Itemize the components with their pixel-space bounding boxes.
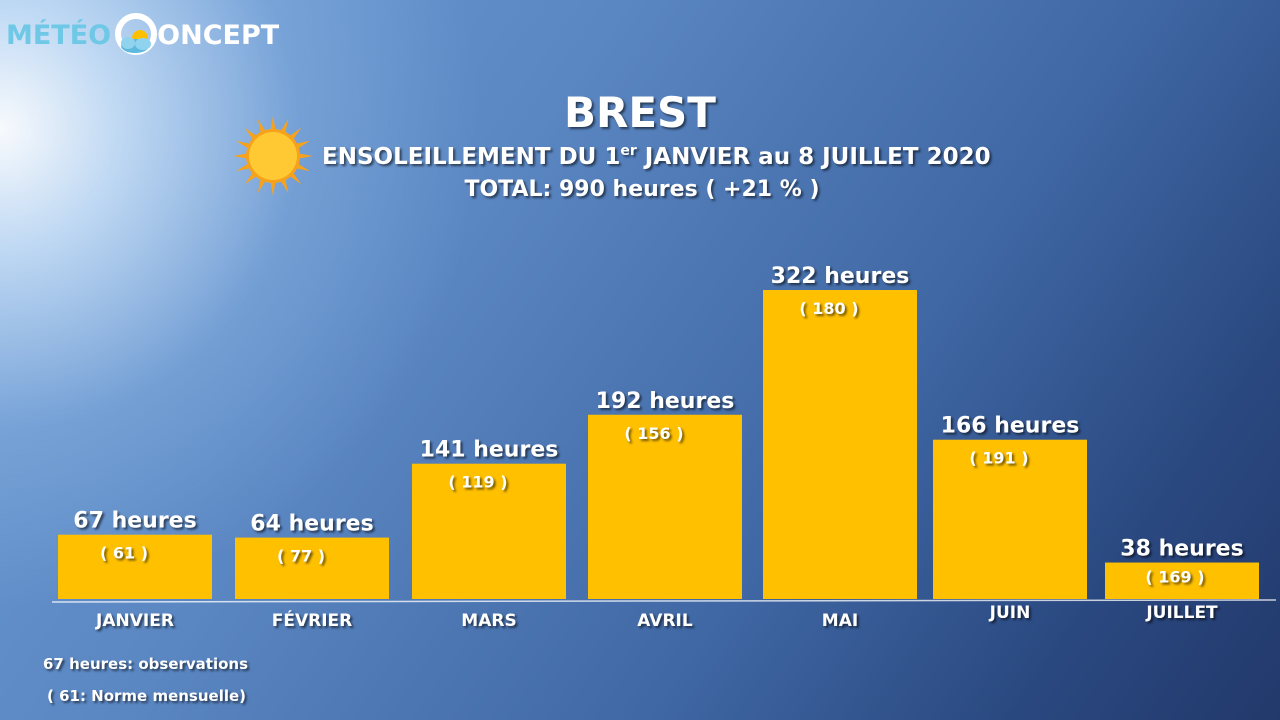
category-label-juin: JUIN [989,603,1031,623]
logo-text-meteo: MÉTÉO [6,19,112,51]
category-label-mai: MAI [822,611,858,631]
bar-juin [933,439,1087,599]
sun-icon [233,116,313,196]
value-label-juillet: 38 heures [1120,537,1243,562]
normal-label-mars: ( 119 ) [448,473,507,492]
chart-subtitle: ENSOLEILLEMENT DU 1er JANVIER au 8 JUILL… [322,143,991,170]
bar-juillet [1105,562,1259,599]
value-label-janvier: 67 heures [73,509,196,534]
bar-février [235,537,389,599]
value-label-avril: 192 heures [596,389,735,414]
category-label-avril: AVRIL [637,611,693,631]
logo-text-oncept: ONCEPT [157,19,280,51]
cloud-sun-logo-icon [115,13,158,55]
category-label-février: FÉVRIER [272,609,353,631]
normal-label-mai: ( 180 ) [799,299,858,318]
subtitle-sup: er [620,143,637,159]
meteo-concept-logo: MÉTÉO ONCEPT [6,10,279,60]
bar-mars [412,463,566,599]
x-axis-baseline [51,599,1277,603]
chart-title: BREST [564,88,716,137]
value-label-février: 64 heures [250,512,373,537]
bar-avril [588,414,742,599]
bar-janvier [58,534,212,599]
legend-observations: 67 heures: observations [43,655,249,673]
normal-label-juin: ( 191 ) [969,449,1028,468]
total-label: TOTAL: 990 heures ( +21 % ) [464,177,820,202]
category-label-juillet: JUILLET [1145,603,1218,623]
bar-mai [763,290,917,599]
normal-label-janvier: ( 61 ) [100,544,148,563]
category-label-janvier: JANVIER [95,611,174,631]
normal-label-avril: ( 156 ) [624,424,683,443]
normal-label-février: ( 77 ) [277,547,325,566]
legend-normale: ( 61: Norme mensuelle) [47,687,247,705]
subtitle-pre: ENSOLEILLEMENT DU 1 [322,144,621,170]
subtitle-post: JANVIER au 8 JUILLET 2020 [636,144,991,170]
value-label-mars: 141 heures [420,438,559,463]
normal-label-juillet: ( 169 ) [1145,568,1204,587]
value-label-mai: 322 heures [771,264,910,289]
category-label-mars: MARS [461,611,516,631]
value-label-juin: 166 heures [941,414,1080,439]
